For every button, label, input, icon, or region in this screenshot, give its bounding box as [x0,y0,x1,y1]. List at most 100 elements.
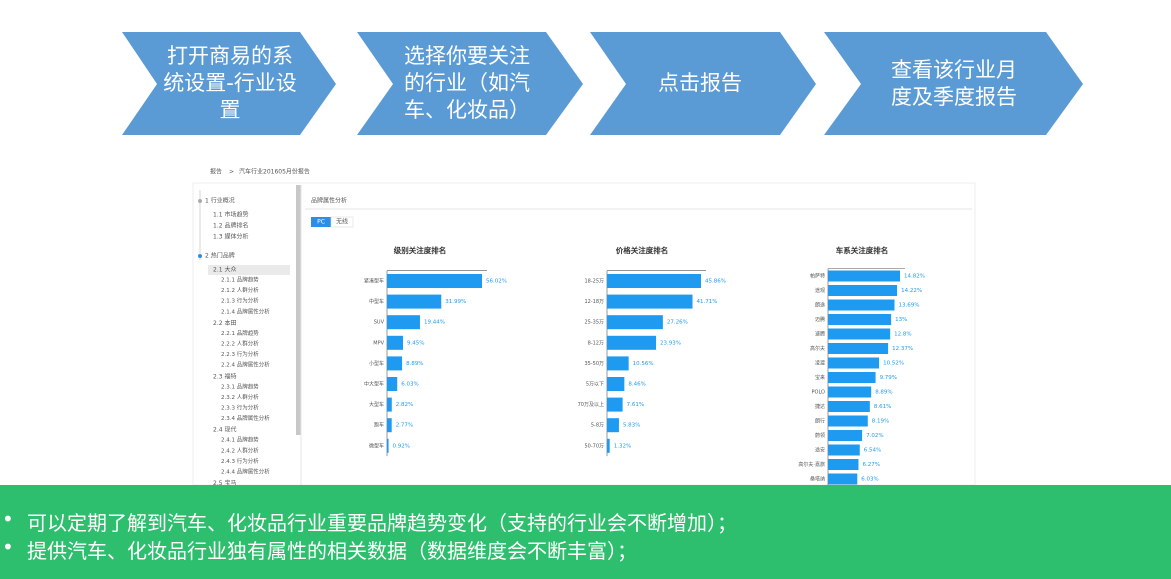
category-label: 紧凑型车 [364,278,384,285]
bar [607,294,693,309]
bar [828,372,876,383]
value-label: 2.77% [396,423,413,429]
nav-subitem[interactable]: 2.2.3 行为分析 [221,350,259,358]
nav-item[interactable]: 2.3 福特 [213,372,236,380]
value-label: 41.71% [696,299,717,305]
value-label: 6.27% [862,462,879,468]
step: 查看该行业月度及季度报告 [852,32,1056,135]
chart-title: 车系关注度排名 [836,245,889,255]
value-label: 8.46% [628,382,645,388]
bar [828,270,900,282]
nav-section[interactable]: 2 热门品牌 [205,252,235,260]
breadcrumb-root[interactable]: 报告 [210,168,222,176]
category-label: 宝来 [815,374,825,381]
tab-label[interactable]: 无线 [336,218,348,226]
nav-section[interactable]: 1 行业概况 [205,197,235,205]
step-chevron [122,32,336,135]
nav-item[interactable]: 2.1 大众 [213,266,236,274]
nav-subitem[interactable]: 2.4.4 品牌属性分析 [221,468,270,476]
nav-item[interactable]: 2.2 本田 [213,319,236,327]
category-label: 蔚领 [815,432,825,439]
nav-subitem[interactable]: 2.2.1 品牌趋势 [221,329,259,337]
category-label: 微型车 [369,442,384,449]
bar [607,377,625,391]
footer: • 可以定期了解到汽车、化妆品行业重要品牌趋势变化（支持的行业会不断增加）； •… [0,485,1171,579]
bar [607,315,663,330]
value-label: 7.61% [627,402,644,408]
nav-item[interactable]: 1.1 市场趋势 [213,211,248,219]
category-label: 70万及以上 [578,401,604,408]
nav-subitem[interactable]: 2.3.3 行为分析 [221,404,259,412]
bar [828,285,898,296]
category-label: 高尔夫·嘉旅 [798,461,825,468]
nav-subitem[interactable]: 2.1.2 人群分析 [221,286,259,294]
nav-subitem[interactable]: 2.1.1 品牌趋势 [221,276,259,284]
value-label: 14.22% [901,288,922,294]
bar [607,356,629,371]
nav-item[interactable]: 1.3 媒体分析 [213,233,248,241]
value-label: 10.52% [883,361,904,367]
bullet-dot: • [2,535,14,559]
nav-subitem[interactable]: 2.1.3 行为分析 [221,297,259,305]
value-label: 13.69% [899,303,920,309]
category-label: 途安 [815,447,825,454]
breadcrumb-separator: > [229,169,234,176]
bar [607,274,701,288]
bar [387,356,403,371]
step: 打开商易的系统设置-行业设置 [148,32,312,135]
bar [828,415,868,427]
value-label: 23.93% [660,340,681,346]
category-label: 凌渡 [815,360,825,367]
bullet: 提供汽车、化妆品行业独有属性的相关数据（数据维度会不断丰富）； [27,539,637,563]
category-label: 50-70万 [584,443,604,449]
category-label: 迈腾 [815,316,825,323]
category-label: 高尔夫 [810,345,825,352]
nav-subitem[interactable]: 2.2.2 人群分析 [221,340,259,348]
bar [607,418,619,433]
category-label: POLO [812,390,826,396]
category-label: 5-8万 [591,423,604,429]
nav-item[interactable]: 2.4 现代 [213,426,236,434]
nav-subitem[interactable]: 2.3.2 人群分析 [221,393,259,401]
bullet-dot: • [2,507,14,531]
chart-title: 价格关注度排名 [616,245,669,255]
nav-item[interactable]: 1.2 品牌排名 [213,222,248,230]
category-label: 8-12万 [588,340,604,346]
value-label: 31.99% [445,299,466,305]
value-label: 12.37% [892,346,913,352]
nav-item[interactable]: 2.5 宝马 [213,479,236,487]
value-label: 45.86% [705,279,726,285]
nav-subitem[interactable]: 2.3.1 品牌趋势 [221,382,259,390]
value-label: 2.82% [396,402,413,408]
category-label: 中型车 [369,298,384,305]
nav-subitem[interactable]: 2.3.4 品牌属性分析 [221,414,270,422]
bar [828,357,880,369]
bar [387,397,392,412]
bar [387,438,389,453]
category-label: 中大型车 [364,381,384,388]
tab-label[interactable]: PC [317,219,325,226]
bar [828,444,860,456]
step-text: 选择你要关注的行业（如汽车、化妆品） [404,44,530,122]
tree-node [198,254,202,258]
tab-active[interactable] [311,217,331,227]
category-label: 5万以下 [586,382,604,388]
value-label: 6.03% [861,477,878,483]
nav-subitem[interactable]: 2.4.3 行为分析 [221,457,259,465]
value-label: 6.54% [864,448,881,454]
nav-subitem[interactable]: 2.4.2 人群分析 [221,446,259,454]
category-label: 朗逸 [815,302,825,309]
value-label: 9.45% [407,340,424,346]
chart-title: 级别关注度排名 [393,245,447,255]
value-label: 10.56% [633,361,654,367]
value-label: 13% [895,317,907,323]
nav-subitem[interactable]: 2.1.4 品牌属性分析 [221,307,270,315]
nav-subitem[interactable]: 2.2.4 品牌属性分析 [221,361,270,369]
bar [387,418,392,433]
category-label: 跑车 [374,422,384,429]
nav-subitem[interactable]: 2.4.1 品牌趋势 [221,436,259,444]
step-text: 打开商易的系统设置-行业设置 [163,44,297,122]
bar [828,386,872,398]
tab[interactable] [330,216,354,228]
category-label: 速腾 [815,331,825,338]
